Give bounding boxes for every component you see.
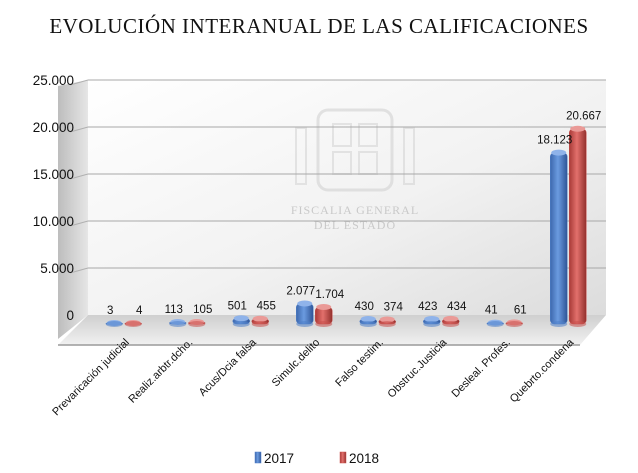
data-label: 61 — [514, 304, 527, 316]
gridline-side — [69, 173, 89, 180]
data-label: 423 — [418, 301, 437, 313]
bar — [359, 315, 377, 327]
y-tick-label: 0 — [66, 308, 74, 323]
data-label: 18.123 — [537, 135, 572, 147]
legend: 2017 2018 — [254, 451, 379, 466]
data-label: 105 — [193, 304, 212, 316]
bar — [378, 316, 396, 327]
bar — [251, 315, 269, 327]
gridline-side — [69, 126, 89, 133]
data-label: 3 — [107, 305, 113, 317]
data-label: 434 — [447, 301, 467, 313]
x-tick-label: Quebrto.condena — [508, 336, 577, 405]
data-label: 113 — [165, 304, 183, 316]
bar — [569, 125, 587, 327]
data-label: 41 — [485, 305, 498, 317]
bar — [232, 315, 250, 327]
x-tick-label: Realiz.arbtr.dcho. — [126, 337, 195, 406]
watermark-crest-icon — [316, 108, 394, 192]
bar — [505, 319, 523, 327]
bar — [105, 319, 123, 327]
y-tick-label: 10.000 — [33, 214, 74, 229]
data-labels: 3 4 113 105 501 455 2.077 1.704 430 374 423 434 41 61… — [107, 111, 601, 317]
bar — [169, 318, 187, 327]
bar — [188, 319, 206, 327]
bar — [442, 315, 460, 327]
data-label: 430 — [355, 301, 374, 313]
legend-swatch — [339, 451, 347, 464]
bar — [315, 303, 333, 327]
x-axis: Prevaricación judicialRealiz.arbtr.dcho.… — [50, 336, 577, 418]
watermark-line-2: DEL ESTADO — [314, 218, 396, 232]
x-tick-label: Prevaricación judicial — [50, 337, 132, 419]
bar — [423, 316, 441, 327]
watermark-line-1: FISCALIA GENERAL — [291, 203, 419, 217]
data-label: 2.077 — [286, 285, 315, 297]
chart-title: EVOLUCIÓN INTERANUAL DE LAS CALIFICACION… — [49, 14, 589, 38]
bar — [296, 300, 314, 327]
bar — [550, 149, 568, 327]
gridline-side — [69, 220, 89, 227]
legend-swatch — [254, 451, 262, 464]
y-tick-label: 20.000 — [33, 120, 74, 135]
y-tick-label: 5.000 — [40, 261, 74, 276]
data-label: 20.667 — [566, 111, 601, 123]
bar — [124, 319, 142, 327]
back-wall — [88, 80, 606, 315]
legend-item: 2017 — [254, 451, 294, 466]
y-tick-label: 15.000 — [33, 167, 74, 182]
gridline-side — [69, 79, 89, 86]
x-tick-label: Desleal. Profes. — [449, 337, 512, 400]
data-label: 374 — [384, 301, 404, 313]
legend-label: 2018 — [349, 451, 379, 466]
data-label: 4 — [136, 305, 143, 317]
data-label: 501 — [228, 300, 247, 312]
gridline-side — [69, 267, 89, 274]
legend-label: 2017 — [264, 451, 294, 466]
bars — [105, 125, 587, 327]
bar — [486, 319, 504, 327]
y-axis: 0 5.000 10.000 15.000 20.000 25.000 — [33, 73, 606, 323]
legend-item: 2018 — [339, 451, 379, 466]
side-wall — [58, 80, 88, 339]
data-label: 1.704 — [315, 289, 344, 301]
y-tick-label: 25.000 — [33, 73, 74, 88]
data-label: 455 — [257, 301, 276, 313]
